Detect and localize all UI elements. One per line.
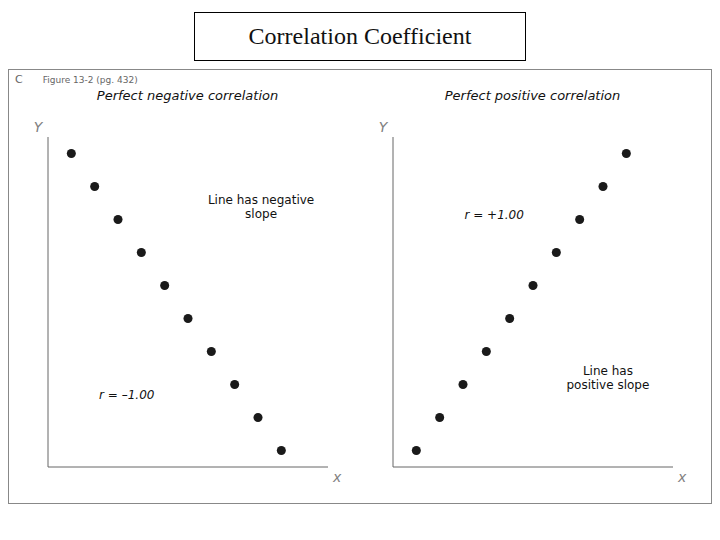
- html-text:Perfect negative correlation: Perfect negative correlation: [96, 88, 279, 103]
- svg-text:Y: Y: [378, 119, 388, 135]
- html-text:r = +1.00: r = +1.00: [464, 208, 524, 223]
- html-text:Line has positive slope: Line has positive slope: [566, 364, 650, 393]
- svg-text:Y: Y: [33, 119, 43, 135]
- html-text:Line has negative slope: Line has negative slope: [207, 192, 315, 221]
- svg-text:x: x: [332, 469, 342, 485]
- html-text:Perfect positive correlation: Perfect positive correlation: [444, 88, 621, 103]
- svg-text:x: x: [677, 469, 687, 485]
- html-text:Correlation Coefficient: Correlation Coefficient: [248, 23, 472, 49]
- html-text:Figure 13-2 (pg. 432): Figure 13-2 (pg. 432): [42, 75, 138, 85]
- html-text:r = –1.00: r = –1.00: [99, 387, 155, 402]
- html-text:C: C: [15, 73, 23, 86]
